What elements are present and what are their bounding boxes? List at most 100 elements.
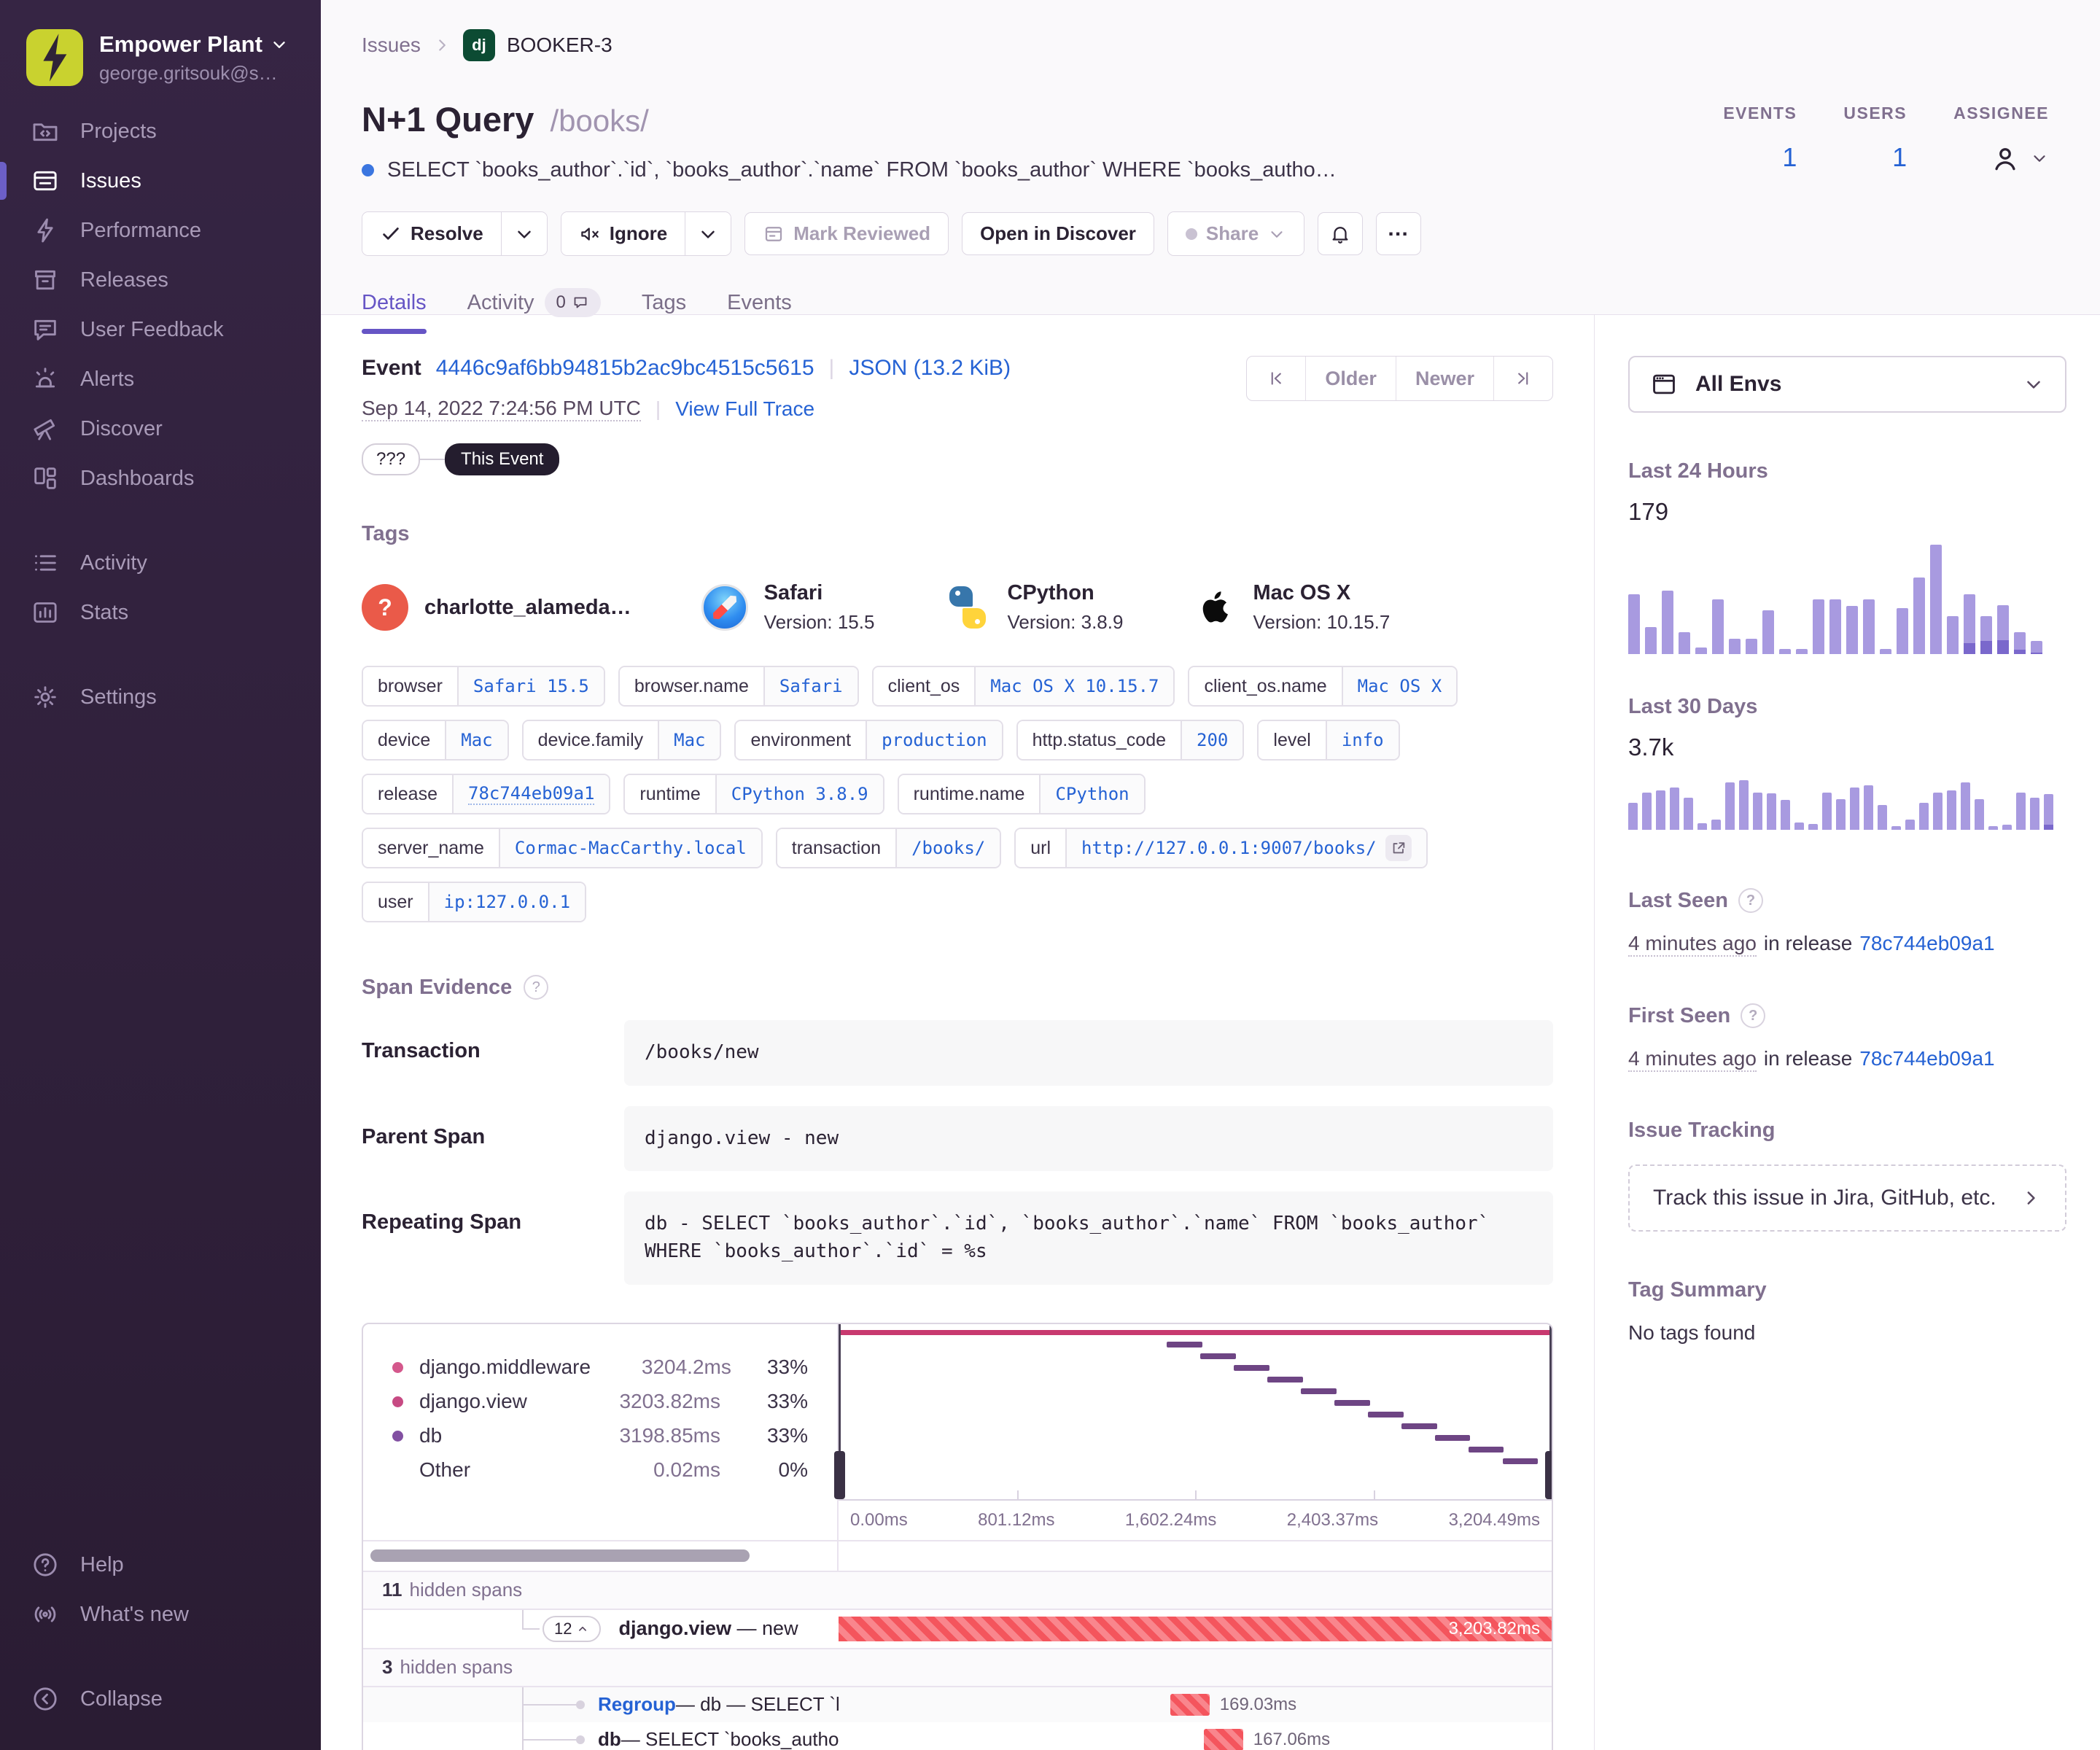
newer-event-button[interactable]: Newer	[1395, 357, 1493, 400]
tag-os[interactable]: Mac OS X Version: 10.15.7	[1193, 581, 1390, 634]
sidebar-item-discover[interactable]: Discover	[0, 404, 321, 454]
last-seen-release-link[interactable]: 78c744eb09a1	[1859, 932, 1995, 954]
minimap-span-dash	[1267, 1376, 1303, 1382]
chart-bar	[1670, 788, 1679, 830]
external-link-icon[interactable]	[1385, 835, 1412, 861]
tag-value-link[interactable]: Cormac-MacCarthy.local	[498, 829, 761, 867]
first-seen-release-link[interactable]: 78c744eb09a1	[1859, 1047, 1995, 1070]
user-name: charlotte_alameda…	[424, 595, 631, 619]
view-full-trace-link[interactable]: View Full Trace	[675, 397, 815, 420]
tab-tags[interactable]: Tags	[641, 290, 687, 314]
tag-value-link[interactable]: info	[1325, 721, 1399, 759]
sidebar-item-settings[interactable]: Settings	[0, 672, 321, 722]
first-event-button[interactable]	[1247, 357, 1305, 400]
sidebar-item-issues[interactable]: Issues	[0, 156, 321, 206]
tag-pill: device Mac	[362, 720, 509, 761]
tag-browser[interactable]: Safari Version: 15.5	[701, 581, 874, 634]
sidebar-item-releases[interactable]: Releases	[0, 255, 321, 305]
tag-value-link[interactable]: 78c744eb09a1	[452, 775, 610, 813]
sidebar-item-alerts[interactable]: Alerts	[0, 354, 321, 404]
mark-reviewed-button[interactable]: Mark Reviewed	[744, 212, 949, 255]
chart-bar	[1729, 639, 1741, 654]
older-event-button[interactable]: Older	[1305, 357, 1396, 400]
sidebar-item-user-feedback[interactable]: User Feedback	[0, 305, 321, 354]
issue-tracking-cta[interactable]: Track this issue in Jira, GitHub, etc.	[1628, 1164, 2066, 1232]
chart-bar	[1850, 788, 1859, 830]
tag-user[interactable]: ? charlotte_alameda…	[362, 584, 631, 631]
tag-value-link[interactable]: Mac OS X 10.15.7	[974, 667, 1174, 705]
sidebar-item-collapse[interactable]: Collapse	[0, 1674, 321, 1724]
waterfall-minimap[interactable]	[834, 1323, 1552, 1499]
tag-value-link[interactable]: ip:127.0.0.1	[427, 883, 586, 921]
chart-bar	[1808, 823, 1818, 830]
hidden-spans-row[interactable]: 11 hidden spans	[363, 1571, 1552, 1610]
span-row[interactable]: Regroup — db — SELECT `boo 169.03ms	[363, 1687, 1552, 1722]
users-count-link[interactable]: 1	[1892, 142, 1908, 172]
last-seen-ago[interactable]: 4 minutes ago	[1628, 932, 1757, 957]
tag-value-link[interactable]: http://127.0.0.1:9007/books/	[1065, 829, 1426, 867]
resolve-button[interactable]: Resolve	[362, 212, 501, 255]
event-id-link[interactable]: 4446c9af6bb94815b2ac9bc4515c5615	[435, 356, 814, 380]
events-count-link[interactable]: 1	[1782, 142, 1797, 172]
first-seen-ago[interactable]: 4 minutes ago	[1628, 1047, 1757, 1072]
parent-span-bar[interactable]: 3,203.82ms	[839, 1616, 1552, 1641]
activity-count-badge: 0	[544, 288, 601, 317]
parent-span-label: Parent Span	[362, 1124, 486, 1148]
tag-value-link[interactable]: Safari	[763, 667, 858, 705]
share-button[interactable]: Share	[1167, 212, 1304, 255]
open-in-discover-button[interactable]: Open in Discover	[962, 212, 1154, 255]
tab-events[interactable]: Events	[727, 290, 792, 314]
ignore-dropdown-button[interactable]	[685, 212, 731, 255]
breadcrumb-issues-link[interactable]: Issues	[362, 34, 421, 56]
person-icon	[1995, 148, 2015, 171]
sidebar-item-label: Performance	[80, 218, 202, 242]
hidden-spans-row[interactable]: 3 hidden spans	[363, 1649, 1552, 1687]
tag-value-link[interactable]: Mac OS X	[1341, 667, 1457, 705]
span-tree: Regroup — db — SELECT `boo 169.03ms	[363, 1687, 1552, 1750]
tag-value-link[interactable]: Safari 15.5	[456, 667, 604, 705]
minimap-right-handle[interactable]	[1545, 1450, 1552, 1499]
event-json-link[interactable]: JSON (13.2 KiB)	[849, 356, 1011, 380]
tag-value-link[interactable]: CPython	[1039, 775, 1144, 813]
question-circle-icon[interactable]: ?	[524, 975, 549, 1000]
tag-value-link[interactable]: production	[866, 721, 1002, 759]
sidebar-item-whats-new[interactable]: What's new	[0, 1590, 321, 1639]
horizontal-scrollbar[interactable]	[370, 1549, 750, 1563]
sidebar-item-dashboards[interactable]: Dashboards	[0, 454, 321, 503]
chevron-down-icon	[2034, 155, 2045, 162]
waterfall-legend: django.middleware 3204.2ms 33% django.vi…	[363, 1323, 839, 1499]
sidebar-item-help[interactable]: Help	[0, 1540, 321, 1590]
span-group-toggle[interactable]: 12	[542, 1615, 602, 1642]
sidebar-item-performance[interactable]: Performance	[0, 206, 321, 255]
assignee-dropdown[interactable]	[1989, 142, 2049, 174]
sidebar-item-stats[interactable]: Stats	[0, 588, 321, 637]
chart-bar	[2002, 825, 2012, 830]
tag-value-link[interactable]: CPython 3.8.9	[715, 775, 883, 813]
minimap-left-handle[interactable]	[834, 1450, 845, 1499]
tag-value-link[interactable]: /books/	[895, 829, 1000, 867]
menu-gap	[0, 503, 321, 538]
tag-value-link[interactable]: Mac	[445, 721, 508, 759]
org-switcher[interactable]: Empower Plant george.gritsouk@s…	[0, 22, 321, 106]
parent-span-row[interactable]: 12 django.view — new 3,203.82ms	[363, 1609, 1552, 1649]
span-row[interactable]: db — SELECT `books_author` 167.06ms	[363, 1722, 1552, 1750]
tab-activity[interactable]: Activity 0	[467, 288, 601, 335]
tag-value-link[interactable]: Mac	[658, 721, 720, 759]
tab-details[interactable]: Details	[362, 291, 427, 334]
chart-bar	[1725, 782, 1735, 830]
more-actions-button[interactable]: …	[1376, 212, 1422, 255]
axis-spacer	[363, 1498, 839, 1540]
tag-runtime[interactable]: CPython Version: 3.8.9	[944, 581, 1123, 634]
subscribe-bell-button[interactable]	[1318, 212, 1364, 255]
tag-value-link[interactable]: 200	[1181, 721, 1243, 759]
environment-selector[interactable]: All Envs	[1628, 356, 2066, 413]
sidebar-item-activity[interactable]: Activity	[0, 538, 321, 588]
event-timestamp[interactable]: Sep 14, 2022 7:24:56 PM UTC	[362, 397, 641, 421]
ignore-button[interactable]: Ignore	[561, 212, 685, 255]
sidebar-item-projects[interactable]: Projects	[0, 106, 321, 156]
chart-bar	[1961, 782, 1970, 830]
resolve-dropdown-button[interactable]	[500, 212, 547, 255]
question-circle-icon[interactable]: ?	[1741, 1003, 1766, 1028]
last-event-button[interactable]	[1493, 357, 1552, 400]
question-circle-icon[interactable]: ?	[1738, 888, 1763, 913]
